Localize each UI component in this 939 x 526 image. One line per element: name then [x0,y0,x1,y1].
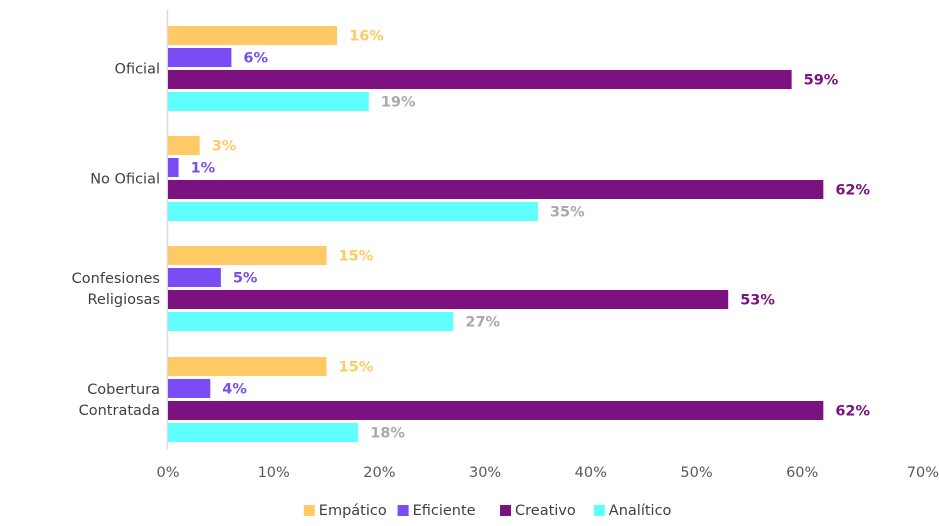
bar-creativo-2 [168,290,729,309]
data-label-eficiente-0: 6% [243,51,268,67]
data-label-empático-1: 3% [212,139,237,155]
x-tick-label: 20% [363,465,395,481]
bar-empático-0 [168,26,338,45]
bar-eficiente-0 [168,48,232,67]
data-label-analítico-1: 35% [550,205,585,221]
category-label: No Oficial [90,172,160,188]
legend-swatch-empático [303,505,315,516]
x-tick-label: 70% [907,465,939,481]
legend-label-analítico: Analítico [609,503,672,519]
category-label: Oficial [115,62,160,78]
bar-eficiente-2 [168,268,221,287]
x-tick-label: 0% [156,465,179,481]
data-label-empático-2: 15% [339,249,374,265]
data-label-creativo-0: 59% [804,73,839,89]
data-label-analítico-3: 18% [370,426,405,442]
data-label-analítico-2: 27% [465,315,500,331]
bar-empático-2 [168,246,327,265]
category-label: Cobertura Contratada [79,382,160,419]
data-label-creativo-2: 53% [740,293,775,309]
legend-swatch-creativo [500,505,511,516]
bar-analítico-2 [168,312,454,331]
data-label-eficiente-3: 4% [222,382,247,398]
legend-label-eficiente: Eficiente [413,503,476,519]
legend-label-creativo: Creativo [515,503,576,519]
x-tick-label: 50% [680,465,712,481]
bar-eficiente-3 [168,379,211,398]
data-label-eficiente-1: 1% [191,161,216,177]
data-label-creativo-3: 62% [835,404,870,420]
bar-creativo-0 [168,70,792,89]
x-tick-label: 60% [786,465,818,481]
legend-swatch-eficiente [397,505,409,516]
x-tick-label: 30% [469,465,501,481]
data-label-analítico-0: 19% [381,95,416,111]
data-label-eficiente-2: 5% [233,271,258,287]
bar-analítico-3 [168,423,359,442]
bar-creativo-1 [168,180,824,199]
bar-creativo-3 [168,401,824,420]
legend-label-empático: Empático [319,503,387,519]
x-tick-label: 40% [575,465,607,481]
data-label-empático-0: 16% [349,29,384,45]
bar-empático-3 [168,357,327,376]
data-label-empático-3: 15% [339,360,374,376]
category-label: Confesiones Religiosas [72,271,160,308]
bar-empático-1 [168,136,200,155]
bar-analítico-1 [168,202,538,221]
x-tick-label: 10% [258,465,290,481]
data-label-creativo-1: 62% [835,183,870,199]
bar-analítico-0 [168,92,369,111]
legend-swatch-analítico [593,505,605,516]
bar-eficiente-1 [168,158,179,177]
